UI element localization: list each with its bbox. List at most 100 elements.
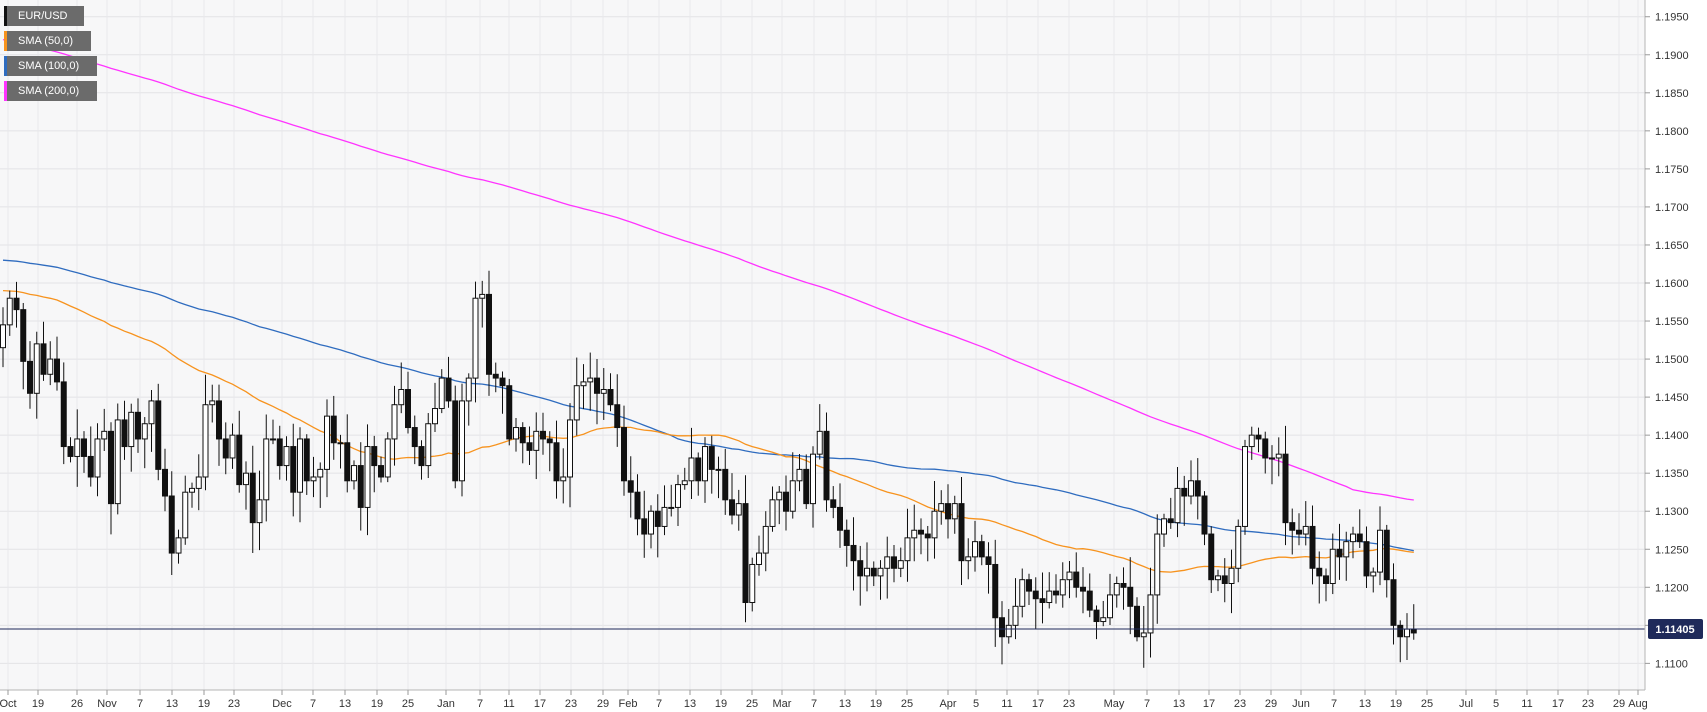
legend-item-sma200[interactable]: SMA (200,0)	[4, 81, 97, 101]
candle-body	[1005, 624, 1012, 638]
candle-body	[202, 404, 209, 478]
candle-bullish	[1329, 533, 1336, 595]
candle-bearish	[1221, 558, 1228, 603]
candle-bearish	[222, 422, 229, 475]
candle-bullish	[1269, 445, 1275, 485]
candle-body	[702, 446, 708, 482]
candle-bearish	[357, 442, 364, 531]
candle-bullish	[1174, 467, 1181, 538]
candle-body	[1248, 434, 1255, 448]
candle-body	[938, 503, 945, 512]
candle-bullish	[877, 560, 884, 600]
candle-bullish	[648, 505, 654, 549]
candle-body	[769, 499, 776, 527]
candle-body	[1100, 617, 1107, 623]
candle-bearish	[1316, 551, 1323, 604]
candle-bearish	[249, 445, 256, 553]
candle-bullish	[209, 384, 216, 423]
candle-body	[830, 499, 837, 508]
candle-body	[1026, 579, 1032, 592]
x-tick-label: 5	[1493, 698, 1499, 710]
candle-bullish	[195, 454, 202, 511]
candle-body	[580, 381, 587, 387]
candle-body	[1201, 495, 1208, 535]
candle-body	[519, 427, 526, 444]
candle-body	[209, 400, 216, 406]
y-tick-label: 1.1250	[1655, 544, 1689, 556]
candle-bearish	[870, 561, 877, 587]
legend-item-sma50[interactable]: SMA (50,0)	[4, 31, 91, 51]
candle-body	[459, 400, 465, 482]
candle-bullish	[459, 383, 465, 497]
candle-body	[256, 499, 263, 524]
y-tick-label: 1.1550	[1655, 316, 1689, 328]
candle-bearish	[405, 371, 411, 434]
candle-bullish	[1161, 513, 1167, 547]
candle-bearish	[546, 431, 553, 472]
x-tick-label: 25	[1421, 698, 1433, 710]
candle-body	[357, 465, 364, 508]
candle-bearish	[634, 474, 641, 536]
candle-body	[1093, 609, 1100, 623]
candle-body	[1316, 567, 1323, 577]
candle-bullish	[47, 341, 54, 386]
legend-item-sma100[interactable]: SMA (100,0)	[4, 56, 97, 76]
candle-bullish	[789, 452, 796, 519]
legend-item-eurusd[interactable]: EUR/USD	[4, 6, 84, 26]
candle-body	[1032, 590, 1039, 600]
candle-bullish	[560, 448, 567, 504]
candle-bullish	[175, 529, 182, 564]
candle-bearish	[857, 545, 864, 606]
candle-bearish	[614, 374, 621, 447]
y-tick-label: 1.1100	[1655, 658, 1688, 670]
candle-bullish	[735, 489, 742, 531]
candle-body	[20, 309, 27, 362]
candle-bullish	[1350, 526, 1356, 559]
candle-body	[884, 556, 891, 569]
candle-body	[1019, 579, 1026, 607]
x-tick-label: 17	[534, 698, 546, 710]
candle-body	[918, 529, 924, 535]
candle-body	[533, 430, 540, 451]
x-tick-label: 13	[166, 698, 178, 710]
candle-bullish	[1228, 549, 1235, 614]
candle-bullish	[398, 362, 405, 414]
candle-bullish	[756, 535, 762, 576]
candle-body	[749, 563, 756, 604]
candle-body	[1296, 529, 1302, 535]
candle-body	[627, 480, 634, 493]
candle-bullish	[438, 369, 445, 414]
candle-body	[74, 438, 81, 457]
candle-bullish	[1046, 572, 1053, 609]
x-tick-label: 17	[1552, 698, 1564, 710]
plot-background	[0, 0, 1645, 690]
x-tick-label: 19	[198, 698, 210, 710]
candle-body	[175, 537, 182, 554]
candle-body	[587, 377, 594, 383]
candle-bearish	[519, 422, 526, 464]
candle-body	[114, 419, 121, 505]
x-tick-label: Nov	[97, 698, 117, 710]
x-tick-label: 25	[402, 698, 414, 710]
last-price-tag: 1.11405	[1648, 619, 1703, 639]
candle-bearish	[378, 456, 384, 483]
candle-bullish	[816, 404, 823, 460]
x-tick-label: 25	[746, 698, 758, 710]
candle-body	[1235, 525, 1242, 569]
candle-body	[492, 373, 499, 379]
y-tick-label: 1.1350	[1655, 468, 1689, 480]
legend-label-eurusd: EUR/USD	[18, 10, 68, 22]
candle-body	[776, 491, 783, 501]
candle-bearish	[40, 321, 47, 381]
candle-bearish	[60, 362, 67, 465]
candle-body	[87, 455, 94, 478]
candle-body	[445, 377, 452, 402]
candle-body	[276, 438, 283, 467]
candle-bullish	[675, 474, 681, 527]
candle-body	[1370, 571, 1377, 577]
candle-body	[1262, 438, 1269, 459]
candle-body	[951, 503, 958, 520]
candle-bullish	[762, 511, 769, 572]
candle-bullish	[270, 419, 276, 445]
x-tick-label: 29	[1265, 698, 1277, 710]
